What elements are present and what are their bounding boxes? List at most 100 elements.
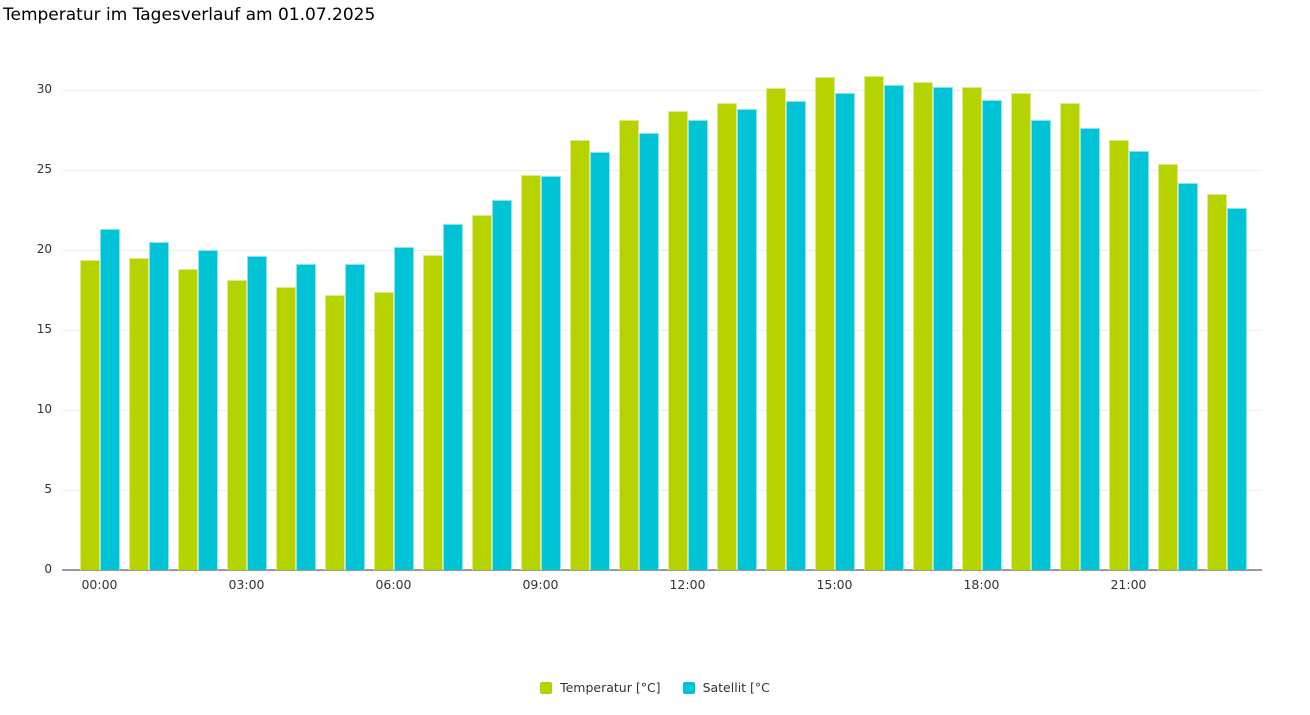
bar-satellit-14:00[interactable] bbox=[785, 101, 806, 570]
x-axis-tick-label: 18:00 bbox=[963, 577, 1000, 592]
bar-group-14:00 bbox=[761, 0, 810, 570]
bar-group-02:00 bbox=[173, 0, 222, 570]
y-axis-tick-label: 0 bbox=[44, 562, 52, 576]
bar-temperatur-04:00[interactable] bbox=[275, 287, 296, 570]
x-axis-tick-label: 09:00 bbox=[522, 577, 559, 592]
legend-swatch-temperatur bbox=[540, 681, 553, 694]
bar-temperatur-03:00[interactable] bbox=[226, 280, 247, 570]
bar-satellit-17:00[interactable] bbox=[932, 87, 953, 570]
y-gridline bbox=[62, 410, 1262, 411]
bar-temperatur-02:00[interactable] bbox=[177, 269, 198, 570]
bar-satellit-06:00[interactable] bbox=[393, 247, 414, 570]
bar-satellit-12:00[interactable] bbox=[687, 120, 708, 570]
chart-title: Temperatur im Tagesverlauf am 01.07.2025 bbox=[3, 5, 376, 25]
bar-satellit-05:00[interactable] bbox=[344, 264, 365, 570]
bar-satellit-00:00[interactable] bbox=[99, 229, 120, 570]
bar-satellit-23:00[interactable] bbox=[1226, 208, 1247, 570]
bar-group-21:00 bbox=[1104, 0, 1153, 570]
bar-group-11:00 bbox=[614, 0, 663, 570]
x-axis-tick-label: 00:00 bbox=[81, 577, 118, 592]
y-gridline bbox=[62, 170, 1262, 171]
x-axis-line bbox=[62, 569, 1262, 571]
bar-group-06:00 bbox=[369, 0, 418, 570]
bar-group-09:00 bbox=[516, 0, 565, 570]
bar-temperatur-22:00[interactable] bbox=[1157, 164, 1178, 570]
bar-satellit-01:00[interactable] bbox=[148, 242, 169, 570]
bar-temperatur-17:00[interactable] bbox=[912, 82, 933, 570]
bar-temperatur-07:00[interactable] bbox=[422, 255, 443, 570]
bar-group-17:00 bbox=[908, 0, 957, 570]
bar-satellit-07:00[interactable] bbox=[442, 224, 463, 570]
bar-group-18:00 bbox=[957, 0, 1006, 570]
bar-group-16:00 bbox=[859, 0, 908, 570]
bar-group-15:00 bbox=[810, 0, 859, 570]
bar-temperatur-05:00[interactable] bbox=[324, 295, 345, 570]
y-gridline bbox=[62, 330, 1262, 331]
bar-group-19:00 bbox=[1006, 0, 1055, 570]
bar-satellit-21:00[interactable] bbox=[1128, 151, 1149, 570]
y-axis-tick-label: 25 bbox=[36, 162, 52, 176]
bar-temperatur-18:00[interactable] bbox=[961, 87, 982, 570]
bar-temperatur-10:00[interactable] bbox=[569, 140, 590, 570]
bar-satellit-04:00[interactable] bbox=[295, 264, 316, 570]
bar-satellit-18:00[interactable] bbox=[981, 100, 1002, 570]
y-gridline bbox=[62, 490, 1262, 491]
bar-group-23:00 bbox=[1202, 0, 1251, 570]
bar-satellit-15:00[interactable] bbox=[834, 93, 855, 570]
bar-group-22:00 bbox=[1153, 0, 1202, 570]
bar-temperatur-00:00[interactable] bbox=[79, 260, 100, 570]
x-axis-tick-label: 06:00 bbox=[375, 577, 412, 592]
bar-satellit-22:00[interactable] bbox=[1177, 183, 1198, 570]
legend-item-satellit[interactable]: Satellit [°C bbox=[682, 680, 770, 695]
bar-temperatur-14:00[interactable] bbox=[765, 88, 786, 570]
y-gridline bbox=[62, 90, 1262, 91]
x-axis-tick-label: 15:00 bbox=[816, 577, 853, 592]
y-axis-tick-label: 10 bbox=[36, 402, 52, 416]
bar-group-05:00 bbox=[320, 0, 369, 570]
y-axis-tick-label: 30 bbox=[36, 82, 52, 96]
y-gridline bbox=[62, 250, 1262, 251]
bar-satellit-03:00[interactable] bbox=[246, 256, 267, 570]
bar-temperatur-20:00[interactable] bbox=[1059, 103, 1080, 570]
bar-series-container bbox=[75, 0, 1251, 570]
legend-label: Temperatur [°C] bbox=[560, 680, 661, 695]
bar-satellit-10:00[interactable] bbox=[589, 152, 610, 570]
bar-temperatur-16:00[interactable] bbox=[863, 76, 884, 570]
bar-temperatur-01:00[interactable] bbox=[128, 258, 149, 570]
bar-temperatur-08:00[interactable] bbox=[471, 215, 492, 570]
bar-temperatur-06:00[interactable] bbox=[373, 292, 394, 570]
y-axis-tick-label: 15 bbox=[36, 322, 52, 336]
legend-label: Satellit [°C bbox=[702, 680, 770, 695]
legend: Temperatur [°C] Satellit [°C bbox=[0, 680, 1310, 695]
y-axis-tick-label: 5 bbox=[44, 482, 52, 496]
bar-group-04:00 bbox=[271, 0, 320, 570]
bar-group-08:00 bbox=[467, 0, 516, 570]
x-axis-tick-label: 03:00 bbox=[228, 577, 265, 592]
bar-temperatur-12:00[interactable] bbox=[667, 111, 688, 570]
bar-satellit-19:00[interactable] bbox=[1030, 120, 1051, 570]
bar-group-01:00 bbox=[124, 0, 173, 570]
x-axis-tick-label: 21:00 bbox=[1110, 577, 1147, 592]
bar-temperatur-23:00[interactable] bbox=[1206, 194, 1227, 570]
bar-group-00:00 bbox=[75, 0, 124, 570]
bar-satellit-08:00[interactable] bbox=[491, 200, 512, 570]
bar-group-03:00 bbox=[222, 0, 271, 570]
bar-temperatur-11:00[interactable] bbox=[618, 120, 639, 570]
bar-satellit-16:00[interactable] bbox=[883, 85, 904, 570]
bar-temperatur-15:00[interactable] bbox=[814, 77, 835, 570]
y-axis-tick-label: 20 bbox=[36, 242, 52, 256]
bar-satellit-02:00[interactable] bbox=[197, 250, 218, 570]
legend-item-temperatur[interactable]: Temperatur [°C] bbox=[540, 680, 661, 695]
bar-temperatur-09:00[interactable] bbox=[520, 175, 541, 570]
bar-group-20:00 bbox=[1055, 0, 1104, 570]
bar-satellit-13:00[interactable] bbox=[736, 109, 757, 570]
bar-temperatur-19:00[interactable] bbox=[1010, 93, 1031, 570]
bar-temperatur-13:00[interactable] bbox=[716, 103, 737, 570]
legend-swatch-satellit bbox=[682, 681, 695, 694]
bar-satellit-20:00[interactable] bbox=[1079, 128, 1100, 570]
bar-satellit-09:00[interactable] bbox=[540, 176, 561, 570]
bar-satellit-11:00[interactable] bbox=[638, 133, 659, 570]
bar-group-07:00 bbox=[418, 0, 467, 570]
bar-temperatur-21:00[interactable] bbox=[1108, 140, 1129, 570]
